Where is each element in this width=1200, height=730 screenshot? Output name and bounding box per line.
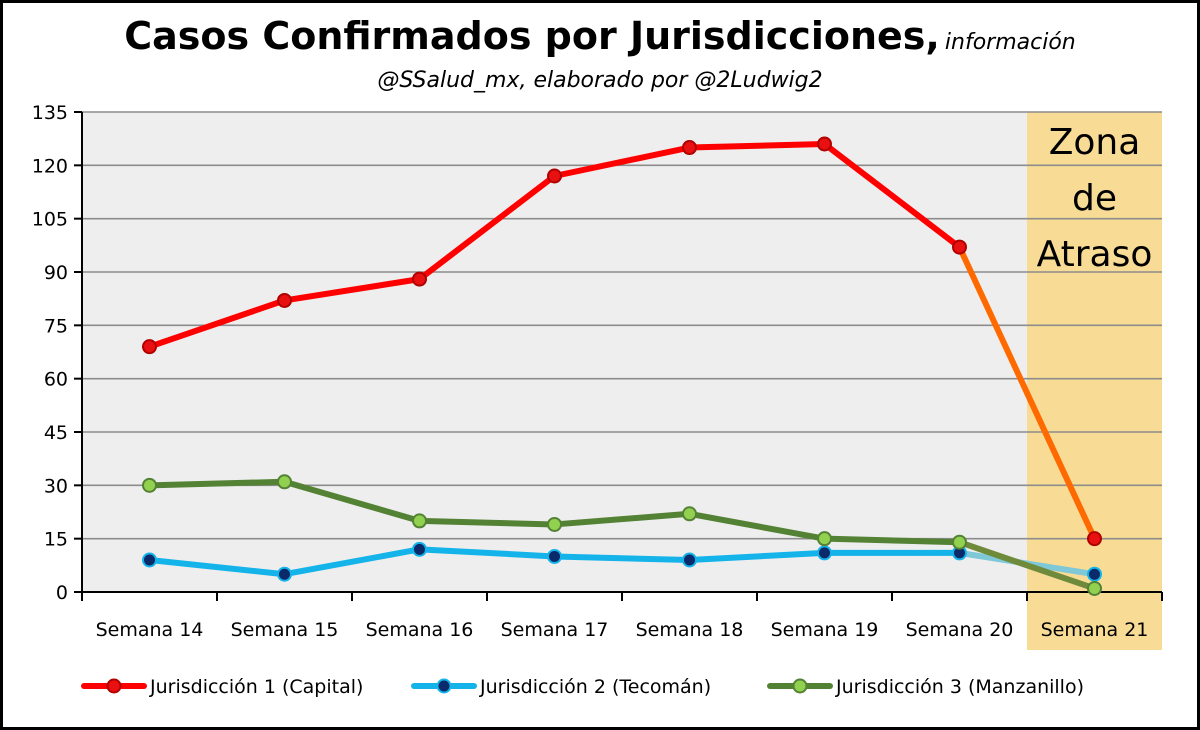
plot-area bbox=[82, 112, 1162, 592]
series-3-point bbox=[817, 531, 832, 547]
legend-swatch-marker bbox=[792, 678, 808, 694]
x-tick-label: Semana 18 bbox=[636, 619, 744, 641]
series-2-point bbox=[142, 552, 157, 568]
series-2-point bbox=[682, 552, 697, 568]
legend-label: Jurisdicción 3 (Manzanillo) bbox=[835, 676, 1084, 698]
series-1-point bbox=[1087, 531, 1102, 547]
x-tick-label: Semana 21 bbox=[1041, 619, 1149, 641]
y-tick-label: 105 bbox=[32, 209, 68, 231]
delay-zone-label: de bbox=[1072, 178, 1117, 219]
series-2-point bbox=[412, 541, 427, 557]
x-tick-label: Semana 14 bbox=[96, 619, 204, 641]
series-line-1-delayed-segment bbox=[956, 244, 1098, 542]
series-2-point bbox=[817, 545, 832, 561]
series-3-point bbox=[142, 477, 157, 493]
series-1-point bbox=[547, 168, 562, 184]
delay-zone-label: Atraso bbox=[1037, 234, 1153, 275]
series-1-point bbox=[682, 140, 697, 156]
chart-subtitle: @SSalud_mx, elaborado por @2Ludwig2 bbox=[377, 68, 823, 93]
series-3-point bbox=[952, 534, 967, 550]
y-tick-label: 45 bbox=[44, 422, 68, 444]
chart-title-suffix: información bbox=[944, 30, 1076, 55]
series-2-point bbox=[277, 566, 292, 582]
delay-zone-band bbox=[1027, 112, 1162, 650]
series-3-point bbox=[412, 513, 427, 529]
legend-swatch-marker bbox=[436, 678, 452, 694]
series-1-point bbox=[817, 136, 832, 152]
y-tick-label: 120 bbox=[32, 155, 68, 177]
x-tick-label: Semana 20 bbox=[906, 619, 1014, 641]
series-1-point bbox=[142, 339, 157, 355]
y-tick-label: 75 bbox=[44, 315, 68, 337]
series-1-point bbox=[277, 292, 292, 308]
series-line-3-delayed-segment bbox=[956, 539, 1098, 592]
series-1-point bbox=[952, 239, 967, 255]
x-tick-label: Semana 15 bbox=[231, 619, 339, 641]
delay-zone-label: Zona bbox=[1049, 122, 1141, 163]
legend-label: Jurisdicción 2 (Tecomán) bbox=[479, 676, 711, 698]
x-tick-label: Semana 19 bbox=[771, 619, 879, 641]
legend-swatch-marker bbox=[106, 678, 122, 694]
series-3-point bbox=[682, 506, 697, 522]
series-2-point bbox=[1087, 566, 1102, 582]
x-tick-label: Semana 16 bbox=[366, 619, 474, 641]
series-3-point bbox=[277, 474, 292, 490]
series-3-point bbox=[1087, 580, 1102, 596]
chart-title: Casos Confirmados por Jurisdicciones, in… bbox=[0, 14, 1200, 58]
x-tick-label: Semana 17 bbox=[501, 619, 609, 641]
series-3-point bbox=[547, 516, 562, 532]
y-tick-label: 60 bbox=[44, 369, 68, 391]
series-1-point bbox=[412, 271, 427, 287]
chart-title-main: Casos Confirmados por Jurisdicciones, bbox=[124, 14, 940, 58]
y-tick-label: 30 bbox=[44, 475, 68, 497]
y-tick-label: 0 bbox=[56, 582, 68, 604]
y-tick-label: 15 bbox=[44, 529, 68, 551]
y-tick-label: 90 bbox=[44, 262, 68, 284]
series-2-point bbox=[547, 548, 562, 564]
legend-label: Jurisdicción 1 (Capital) bbox=[149, 676, 363, 698]
y-tick-label: 135 bbox=[32, 102, 68, 124]
